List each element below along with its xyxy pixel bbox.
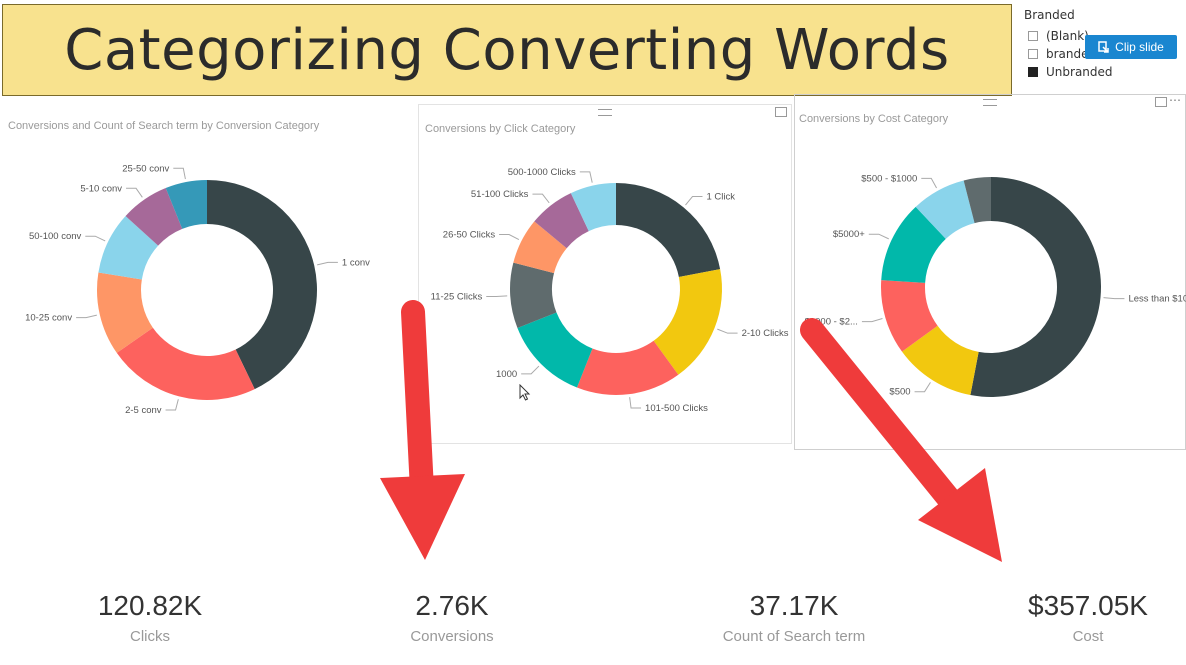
leader-line (685, 196, 703, 206)
slicer-item-branded[interactable]: brande (1024, 45, 1184, 63)
drag-handle[interactable] (598, 109, 612, 116)
leader-line (499, 234, 520, 240)
donut-slice[interactable] (513, 221, 567, 274)
slice-label: 500-1000 Clicks (508, 167, 576, 178)
slice-label: Less than $100 (1128, 294, 1186, 305)
leader-line (165, 399, 179, 411)
kpi-label: Clicks (130, 628, 170, 645)
slice-label: 1 Click (706, 192, 735, 203)
kpi-label: Conversions (410, 628, 494, 645)
leader-line (861, 318, 883, 323)
visual-click-category[interactable]: Conversions by Click Category 1 Click 2-1… (418, 104, 792, 444)
checkbox[interactable] (1028, 49, 1038, 59)
donut-chart-conversion-category[interactable]: 1 conv 2-5 conv 10-25 conv 50-100 conv 5-10 … (2, 100, 412, 440)
kpi-value: 2.76K (415, 590, 489, 621)
donut-slice[interactable] (97, 272, 153, 353)
slice-label: 2-10 Clicks (742, 328, 789, 339)
leader-line (486, 295, 508, 298)
slice-label: 10-25 conv (25, 313, 72, 324)
leader-line (579, 171, 593, 183)
kpi-value: 120.82K (97, 590, 203, 621)
kpi-card-cost: $357.05K Cost (968, 590, 1186, 645)
donut-slice[interactable] (570, 183, 616, 232)
donut-slice[interactable] (576, 340, 679, 396)
leader-line (914, 382, 931, 393)
leader-line (521, 365, 540, 375)
slice-label: 2-5 conv (125, 405, 162, 416)
leader-line (717, 328, 738, 334)
slice-label: 101-500 Clicks (645, 403, 708, 414)
slicer-item-label: Unbranded (1046, 65, 1113, 79)
leader-line (1103, 297, 1125, 300)
slice-label: $1000 - $2... (805, 317, 858, 328)
donut-chart-cost-category[interactable]: Less than $100 $500 $1000 - $2... $5000+ $50… (795, 95, 1186, 451)
leader-line (85, 235, 106, 242)
slicer-item-blank[interactable]: (Blank) (1024, 27, 1184, 45)
slice-label: 1 conv (342, 257, 370, 268)
slicer-item-label: brande (1046, 47, 1089, 61)
slicer-item-unbranded[interactable]: Unbranded (1024, 63, 1184, 81)
donut-slice[interactable] (915, 180, 975, 239)
slicer-title: Branded (1024, 8, 1075, 22)
kpi-value: $357.05K (1028, 590, 1148, 621)
donut-slice[interactable] (963, 177, 991, 224)
leader-line (317, 261, 338, 266)
clip-slide-label: Clip slide (1115, 40, 1164, 54)
kpi-card-clicks: 120.82K Clicks (30, 590, 270, 645)
donut-slice[interactable] (165, 180, 207, 229)
more-options-icon[interactable]: ⋯ (1169, 93, 1182, 107)
kpi-card-conversions: 2.76K Conversions (332, 590, 572, 645)
page-title: Categorizing Converting Words (64, 17, 950, 83)
visual-cost-category[interactable]: ⋯ Conversions by Cost Category Less than… (794, 93, 1186, 451)
donut-slice[interactable] (970, 177, 1101, 397)
leader-line (629, 397, 642, 409)
focus-mode-icon[interactable] (1155, 97, 1167, 107)
leader-line (76, 314, 97, 319)
leader-line (532, 193, 550, 204)
donut-slice[interactable] (98, 216, 159, 280)
slice-label: 26-50 Clicks (443, 230, 496, 241)
donut-slice[interactable] (510, 262, 557, 329)
donut-slice[interactable] (116, 327, 255, 400)
branded-slicer: Branded (Blank) brande Unbranded (1024, 8, 1184, 81)
donut-slice[interactable] (881, 206, 946, 283)
slice-label: 50-100 conv (29, 231, 82, 242)
donut-slice[interactable] (616, 183, 721, 278)
donut-slice[interactable] (207, 180, 317, 390)
slice-label: 5-10 conv (80, 183, 122, 194)
chart-title: Conversions by Cost Category (799, 113, 949, 125)
slice-label: 11-25 Clicks (431, 292, 483, 303)
slice-label: 25-50 conv (122, 163, 169, 174)
checkbox[interactable] (1028, 31, 1038, 41)
leader-line (921, 177, 937, 189)
donut-chart-click-category[interactable]: 1 Click 2-10 Clicks 101-500 Clicks 1000 11-2… (419, 105, 793, 445)
drag-handle[interactable] (983, 99, 997, 106)
clip-slide-button[interactable]: Clip slide (1085, 35, 1177, 59)
donut-slice[interactable] (125, 188, 183, 246)
leader-line (868, 233, 889, 240)
visual-conversion-category[interactable]: Conversions and Count of Search term by … (2, 100, 412, 440)
kpi-label: Cost (1072, 628, 1104, 645)
checkbox[interactable] (1028, 67, 1038, 77)
leader-line (173, 167, 186, 180)
slice-label: $500 (889, 387, 910, 398)
kpi-label: Count of Search term (722, 628, 866, 645)
slice-label: 51-100 Clicks (471, 189, 529, 200)
slice-label: $5000+ (833, 229, 865, 240)
title-banner: Categorizing Converting Words (2, 4, 1012, 96)
donut-slice[interactable] (534, 193, 589, 249)
chart-title: Conversions by Click Category (425, 123, 576, 135)
leader-line (126, 187, 143, 198)
kpi-value: 37.17K (749, 590, 839, 621)
focus-mode-icon[interactable] (775, 107, 787, 117)
slicer-item-label: (Blank) (1046, 29, 1089, 43)
mouse-cursor-icon (519, 384, 531, 401)
donut-slice[interactable] (653, 269, 722, 375)
kpi-card-search-terms: 37.17K Count of Search term (674, 590, 914, 645)
chart-title: Conversions and Count of Search term by … (8, 120, 320, 132)
clip-icon (1098, 40, 1109, 53)
slice-label: 1000 (496, 369, 517, 380)
donut-slice[interactable] (517, 312, 593, 388)
slice-label: $500 - $1000 (861, 173, 917, 184)
